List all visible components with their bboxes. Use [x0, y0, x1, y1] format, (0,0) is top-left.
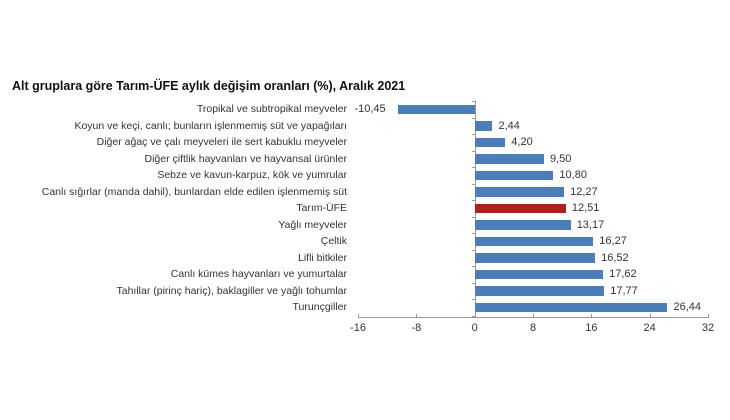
x-tick-label: 0 — [471, 321, 478, 334]
bar-highlight — [474, 203, 566, 213]
bar — [474, 253, 596, 263]
category-label: Diğer çiftlik hayvanları ve hayvansal ür… — [144, 152, 347, 165]
y-axis-tick — [471, 233, 476, 234]
category-label: Yağlı meyveler — [278, 218, 347, 231]
y-axis-tick — [471, 282, 476, 284]
bar — [474, 170, 554, 180]
category-label: Canlı kümes hayvanları ve yumurtalar — [170, 268, 347, 281]
category-label: Turunçgiller — [292, 301, 347, 314]
category-label: Tarım-ÜFE — [296, 202, 347, 215]
x-axis-tick — [649, 313, 651, 318]
category-label: Lifli bitkiler — [297, 251, 347, 264]
y-axis-tick — [471, 299, 476, 300]
value-label: 12,27 — [570, 185, 598, 198]
y-axis-tick — [471, 200, 476, 201]
x-tick-label: 32 — [701, 321, 715, 334]
category-label: Tropikal ve subtropikal meyveler — [196, 103, 347, 116]
x-tick-label: 8 — [529, 321, 537, 334]
bar — [474, 269, 604, 279]
bar — [474, 236, 594, 246]
bar — [474, 286, 605, 296]
value-label: 16,52 — [601, 251, 629, 264]
category-label: Çeltik — [320, 235, 347, 248]
value-label: 13,17 — [576, 218, 605, 231]
category-label: Tahıllar (pirinç hariç), baklagiller ve … — [116, 284, 347, 297]
category-label: Diğer ağaç ve çalı meyveleri ile sert ka… — [96, 136, 347, 149]
category-label: Canlı sığırlar (manda dahil), bunlardan … — [41, 185, 347, 198]
value-label: 17,62 — [609, 268, 637, 281]
y-axis-tick — [471, 266, 476, 267]
y-axis-tick — [471, 249, 476, 251]
bar — [474, 220, 571, 230]
y-axis-tick — [471, 134, 476, 135]
y-axis-tick — [471, 315, 476, 317]
x-tick-label: -16 — [350, 321, 366, 334]
bar — [474, 137, 506, 147]
x-tick-label: -8 — [411, 321, 422, 334]
bar — [474, 302, 668, 312]
category-label: Sebze ve kavun-karpuz, kök ve yumrular — [157, 169, 347, 182]
chart-title: Alt gruplara göre Tarım-ÜFE aylık değişi… — [12, 79, 406, 93]
category-label: Koyun ve keçi, canlı; bunların işlenmemi… — [74, 119, 347, 132]
y-axis-tick — [471, 150, 476, 152]
x-axis-tick — [533, 313, 534, 318]
y-axis-tick — [471, 216, 476, 218]
y-axis-tick — [471, 167, 476, 168]
x-tick-label: 24 — [643, 321, 656, 334]
bar — [398, 104, 475, 114]
x-axis-tick — [708, 313, 709, 318]
x-axis-tick — [358, 313, 359, 318]
value-label: 26,44 — [673, 301, 701, 314]
y-axis-tick — [471, 117, 476, 119]
value-label: 4,20 — [511, 136, 533, 149]
value-label: 9,50 — [549, 152, 572, 165]
x-axis-tick — [591, 313, 593, 318]
value-label: 16,27 — [599, 235, 627, 248]
y-axis-tick — [471, 183, 476, 185]
value-label: 12,51 — [571, 202, 600, 215]
x-axis-tick — [416, 313, 418, 318]
value-label: 17,77 — [610, 284, 638, 297]
value-label: 10,80 — [559, 169, 587, 182]
bar — [474, 121, 493, 131]
x-tick-label: 16 — [585, 321, 598, 334]
bar — [474, 154, 544, 164]
x-axis-tick — [474, 313, 476, 318]
bar — [474, 187, 565, 197]
y-axis-tick — [471, 101, 476, 102]
value-label: 2,44 — [498, 119, 520, 132]
value-label: -10,45 — [354, 103, 386, 116]
